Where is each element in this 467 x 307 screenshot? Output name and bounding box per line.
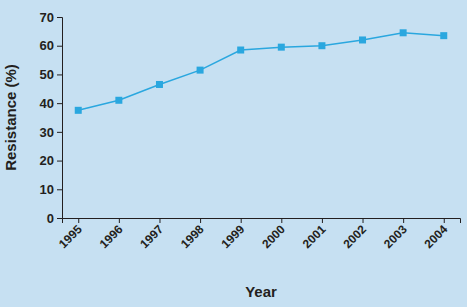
y-tick-mark xyxy=(57,218,62,219)
y-axis-title: Resistance (%) xyxy=(2,64,19,171)
y-tick-label: 10 xyxy=(40,182,54,197)
background xyxy=(0,0,467,307)
y-tick-label: 30 xyxy=(40,125,54,140)
marker xyxy=(237,47,244,54)
y-tick: 10 xyxy=(40,182,62,197)
x-tick-mark xyxy=(200,218,201,223)
x-axis-title: Year xyxy=(245,283,277,300)
chart: 0 10 20 30 40 50 60 70 1995 1996 1997 1998 1999 2000 2… xyxy=(0,0,467,307)
x-tick-mark xyxy=(119,218,120,223)
marker xyxy=(197,67,204,74)
y-tick-mark xyxy=(57,103,62,104)
plot-area xyxy=(75,29,448,114)
x-tick-mark xyxy=(403,218,404,223)
y-tick: 20 xyxy=(40,153,62,168)
y-tick-mark xyxy=(57,161,62,162)
x-tick-label: 2003 xyxy=(381,222,410,251)
x-tick-mark xyxy=(322,218,323,223)
y-tick: 0 xyxy=(47,211,62,226)
x-tick-mark xyxy=(281,218,282,223)
x-axis: 1995 1996 1997 1998 1999 2000 2001 2002 2003 2004 xyxy=(56,218,460,251)
x-tick-mark xyxy=(444,218,445,223)
y-tick-label: 40 xyxy=(40,96,54,111)
y-tick-mark xyxy=(57,132,62,133)
x-tick: 2001 xyxy=(300,218,329,251)
y-tick-label: 60 xyxy=(40,38,54,53)
x-tick-label: 2002 xyxy=(340,222,369,251)
line xyxy=(78,33,444,111)
y-axis-line xyxy=(57,18,63,219)
marker xyxy=(359,36,366,43)
y-tick: 60 xyxy=(40,38,62,53)
marker xyxy=(278,44,285,51)
x-tick-mark xyxy=(159,218,160,223)
y-tick: 40 xyxy=(40,96,62,111)
x-tick-mark xyxy=(363,218,364,223)
x-tick-label: 1999 xyxy=(219,222,248,251)
y-tick: 70 xyxy=(40,10,62,25)
x-tick: 1999 xyxy=(219,218,248,251)
y-tick-label: 50 xyxy=(40,67,54,82)
y-tick-label: 20 xyxy=(40,153,54,168)
y-tick: 50 xyxy=(40,67,62,82)
x-tick-label: 2000 xyxy=(259,222,288,251)
x-tick: 2003 xyxy=(381,218,410,251)
y-tick-label: 70 xyxy=(40,10,54,25)
x-tick: 2002 xyxy=(340,218,369,251)
marker xyxy=(318,42,325,49)
x-tick-label: 1997 xyxy=(137,222,166,251)
x-tick-mark xyxy=(78,218,79,223)
y-tick-mark xyxy=(57,17,62,18)
x-tick: 1997 xyxy=(137,218,166,251)
y-tick-mark xyxy=(57,74,62,75)
y-tick-mark xyxy=(57,189,62,190)
marker xyxy=(440,32,447,39)
x-tick-mark xyxy=(241,218,242,223)
marker xyxy=(156,81,163,88)
marker xyxy=(115,97,122,104)
x-axis-line xyxy=(63,219,461,224)
x-tick: 2004 xyxy=(422,218,451,251)
y-axis: 0 10 20 30 40 50 60 70 xyxy=(40,10,63,226)
marker xyxy=(400,29,407,36)
y-tick-label: 0 xyxy=(47,211,54,226)
x-tick: 1996 xyxy=(97,218,126,251)
x-tick-label: 1998 xyxy=(178,222,207,251)
x-tick: 1998 xyxy=(178,218,207,251)
x-tick-label: 1995 xyxy=(56,222,85,251)
x-tick-label: 2004 xyxy=(422,222,451,251)
x-tick-label: 1996 xyxy=(97,222,126,251)
y-tick: 30 xyxy=(40,125,62,140)
y-tick-mark xyxy=(57,46,62,47)
marker xyxy=(75,107,82,114)
x-tick: 1995 xyxy=(56,218,85,251)
x-tick: 2000 xyxy=(259,218,288,251)
x-tick-label: 2001 xyxy=(300,222,329,251)
